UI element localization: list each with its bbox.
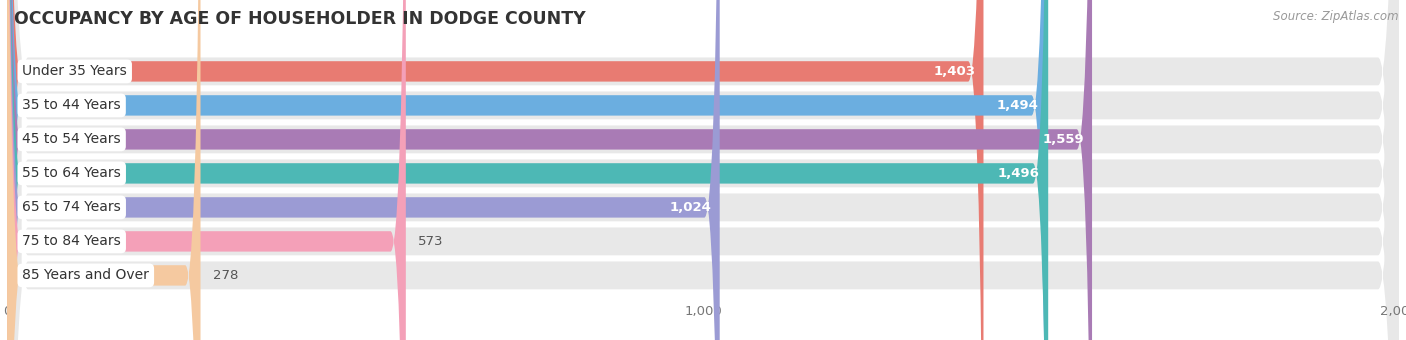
- FancyBboxPatch shape: [7, 0, 1092, 340]
- FancyBboxPatch shape: [7, 0, 1047, 340]
- FancyBboxPatch shape: [7, 0, 1049, 340]
- FancyBboxPatch shape: [7, 0, 983, 340]
- Text: Source: ZipAtlas.com: Source: ZipAtlas.com: [1274, 10, 1399, 23]
- Text: 1,496: 1,496: [998, 167, 1040, 180]
- FancyBboxPatch shape: [7, 0, 720, 340]
- FancyBboxPatch shape: [7, 0, 1399, 340]
- FancyBboxPatch shape: [7, 0, 1399, 340]
- FancyBboxPatch shape: [7, 0, 1399, 340]
- Text: 1,494: 1,494: [997, 99, 1039, 112]
- FancyBboxPatch shape: [7, 0, 201, 340]
- Text: 573: 573: [419, 235, 444, 248]
- Text: 278: 278: [214, 269, 239, 282]
- Text: Under 35 Years: Under 35 Years: [22, 64, 127, 79]
- FancyBboxPatch shape: [7, 0, 1399, 340]
- Text: 75 to 84 Years: 75 to 84 Years: [22, 234, 121, 249]
- Text: 1,024: 1,024: [669, 201, 711, 214]
- Text: 1,403: 1,403: [934, 65, 976, 78]
- Text: 1,559: 1,559: [1042, 133, 1084, 146]
- Text: 35 to 44 Years: 35 to 44 Years: [22, 98, 121, 113]
- Text: 55 to 64 Years: 55 to 64 Years: [22, 166, 121, 181]
- FancyBboxPatch shape: [7, 0, 1399, 340]
- Text: 85 Years and Over: 85 Years and Over: [22, 268, 149, 283]
- FancyBboxPatch shape: [7, 0, 1399, 340]
- Text: 45 to 54 Years: 45 to 54 Years: [22, 132, 121, 147]
- FancyBboxPatch shape: [7, 0, 406, 340]
- FancyBboxPatch shape: [7, 0, 1399, 340]
- Text: OCCUPANCY BY AGE OF HOUSEHOLDER IN DODGE COUNTY: OCCUPANCY BY AGE OF HOUSEHOLDER IN DODGE…: [14, 10, 586, 28]
- Text: 65 to 74 Years: 65 to 74 Years: [22, 200, 121, 215]
